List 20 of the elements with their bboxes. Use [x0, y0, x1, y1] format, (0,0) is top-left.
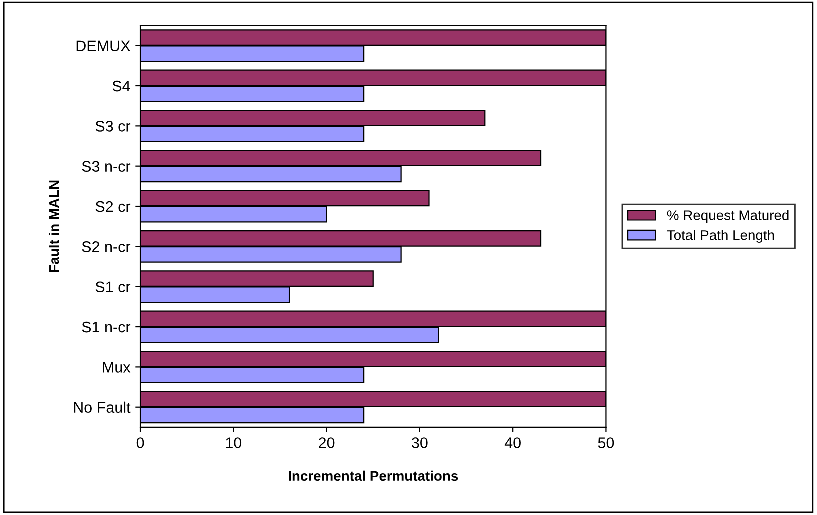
- y-axis-title: Fault in MALN: [49, 180, 60, 272]
- y-tick-label: S2 n-cr: [82, 242, 131, 252]
- x-axis-title: Incremental Permutations: [289, 470, 458, 482]
- x-tick-label: 10: [226, 438, 242, 448]
- y-tick-label: S3 cr: [96, 121, 131, 132]
- x-tick-label: 50: [598, 438, 614, 448]
- y-tick-label: S1 n-cr: [82, 322, 131, 333]
- x-tick-label: 0: [136, 438, 144, 448]
- legend-label: % Request Matured: [667, 210, 789, 224]
- y-tick-label: DEMUX: [76, 40, 130, 52]
- y-tick-label: S3 n-cr: [82, 161, 131, 172]
- x-tick-label: 30: [412, 438, 428, 448]
- y-tick-label: S1 cr: [96, 282, 131, 293]
- x-tick-label: 40: [504, 438, 521, 448]
- y-tick-label: No Fault: [74, 402, 131, 414]
- legend-label: Total Path Length: [667, 230, 774, 244]
- y-tick-label: S4: [112, 80, 130, 92]
- y-tick-label: Mux: [103, 362, 131, 373]
- x-tick-label: 20: [319, 438, 335, 448]
- y-tick-label: S2 cr: [96, 201, 131, 212]
